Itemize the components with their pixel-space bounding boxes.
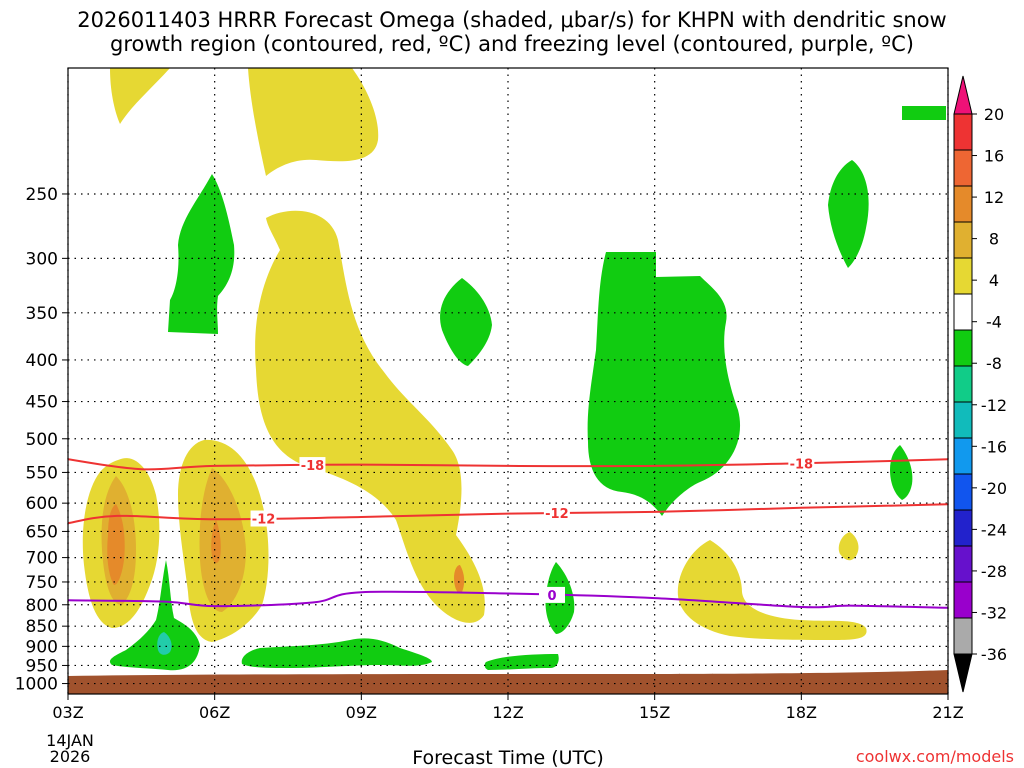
y-tick-label: 900 (26, 637, 58, 657)
y-tick-label: 750 (26, 573, 58, 593)
colorbar-top-arrow (953, 75, 973, 115)
omega-region-strong (107, 504, 125, 585)
omega-region-positive (255, 210, 485, 623)
colorbar-swatch (953, 581, 973, 619)
colorbar-bottom-arrow (953, 653, 973, 693)
y-tick-label: 550 (26, 463, 58, 483)
y-tick-label: 350 (26, 304, 58, 324)
contour-label-bg (539, 586, 565, 603)
omega-region-positive (248, 68, 379, 176)
colorbar-label: -36 (981, 645, 1007, 664)
omega-region-moderate (199, 468, 246, 612)
colorbar-swatch (953, 329, 973, 367)
colorbar-swatch (953, 437, 973, 475)
y-tick-label: 700 (26, 549, 58, 569)
contour-label: -18 (790, 457, 814, 472)
colorbar-label: -32 (981, 603, 1007, 622)
omega-region-negative (168, 174, 235, 334)
omega-region-positive (110, 68, 170, 124)
contour-label-bg (788, 455, 815, 472)
omega-region-strong-negative (157, 632, 172, 655)
colorbar-label: 12 (984, 188, 1004, 207)
omega-region-positive (677, 540, 867, 640)
x-tick-label: 12Z (492, 703, 523, 722)
x-tick-label: 21Z (932, 703, 963, 722)
y-tick-label: 500 (26, 430, 58, 450)
colorbar-label: -24 (981, 520, 1007, 539)
colorbar-label: -28 (981, 562, 1007, 581)
colorbar-swatch (953, 185, 973, 223)
colorbar-swatch (953, 401, 973, 439)
x-tick-label: 15Z (639, 703, 670, 722)
contour-freezing-level (68, 590, 948, 609)
date-label-day: 14JAN (46, 731, 94, 750)
x-tick-label: 06Z (199, 703, 230, 722)
y-tick-label: 250 (26, 185, 58, 205)
colorbar-swatch (953, 509, 973, 547)
y-tick-label: 400 (26, 351, 58, 371)
colorbar-label: -20 (981, 479, 1007, 498)
colorbar-swatch (953, 545, 973, 583)
colorbar-swatch (953, 221, 973, 259)
y-tick-label: 1000 (15, 675, 58, 695)
x-tick-label: 18Z (786, 703, 817, 722)
contour-label: -12 (252, 513, 276, 528)
colorbar-swatch (953, 149, 973, 187)
ground-surface (68, 670, 948, 694)
omega-shading (68, 68, 948, 694)
colorbar-label: 16 (984, 147, 1004, 166)
chart-title-line2: growth region (contoured, red, ºC) and f… (110, 32, 914, 56)
colorbar-label: 20 (984, 105, 1004, 124)
credit-link[interactable]: coolwx.com/models (856, 747, 1014, 766)
colorbar: 20 16 12 8 4 -4 -8 -12 -16 -20 -24 -28 -32 -36 (953, 75, 1007, 693)
colorbar-swatch (953, 617, 973, 655)
contour-label: -18 (301, 459, 325, 474)
date-label-year: 2026 (50, 747, 91, 766)
colorbar-label: -4 (986, 313, 1002, 332)
contour-label-bg (299, 457, 326, 474)
x-axis-ticks: 03Z 06Z 09Z 12Z 15Z 18Z 21Z (52, 694, 964, 722)
omega-region-strong (454, 565, 465, 594)
colorbar-swatch (953, 293, 973, 331)
y-tick-label: 950 (26, 656, 58, 676)
omega-region-negative (484, 654, 559, 670)
y-axis-ticks: 2503003504004505005506006507007508008509… (15, 185, 68, 695)
contour-label-bg (543, 505, 570, 522)
contour-dendritic-bottom (68, 503, 948, 525)
omega-region-negative (828, 160, 869, 268)
omega-region-strong (211, 520, 221, 564)
y-tick-label: 300 (26, 249, 58, 269)
y-tick-label: 450 (26, 393, 58, 413)
omega-region-negative (440, 278, 492, 366)
colorbar-label: -8 (986, 354, 1002, 373)
colorbar-label: -12 (981, 396, 1007, 415)
y-tick-label: 800 (26, 596, 58, 616)
colorbar-label: 8 (989, 230, 999, 249)
colorbar-swatch (953, 365, 973, 403)
contour-label: -12 (545, 507, 569, 522)
contour-label-bg (250, 510, 277, 527)
omega-region-negative (241, 638, 432, 668)
y-tick-label: 850 (26, 617, 58, 637)
chart-title-line1: 2026011403 HRRR Forecast Omega (shaded, … (77, 8, 947, 32)
colorbar-label: -16 (981, 437, 1007, 456)
contour-lines: -18 -18 -12 -12 0 (68, 455, 948, 609)
y-tick-label: 650 (26, 522, 58, 542)
omega-region-negative (902, 106, 946, 120)
x-tick-label: 03Z (52, 703, 83, 722)
colorbar-swatch (953, 113, 973, 151)
colorbar-swatch (953, 473, 973, 511)
y-tick-label: 600 (26, 494, 58, 514)
omega-region-negative (109, 560, 200, 671)
colorbar-label: 4 (989, 271, 999, 290)
omega-region-negative (587, 252, 741, 516)
x-tick-label: 09Z (346, 703, 377, 722)
omega-region-positive (838, 532, 859, 561)
colorbar-swatch (953, 257, 973, 295)
x-axis-title: Forecast Time (UTC) (412, 747, 603, 768)
contour-label: 0 (547, 589, 556, 604)
